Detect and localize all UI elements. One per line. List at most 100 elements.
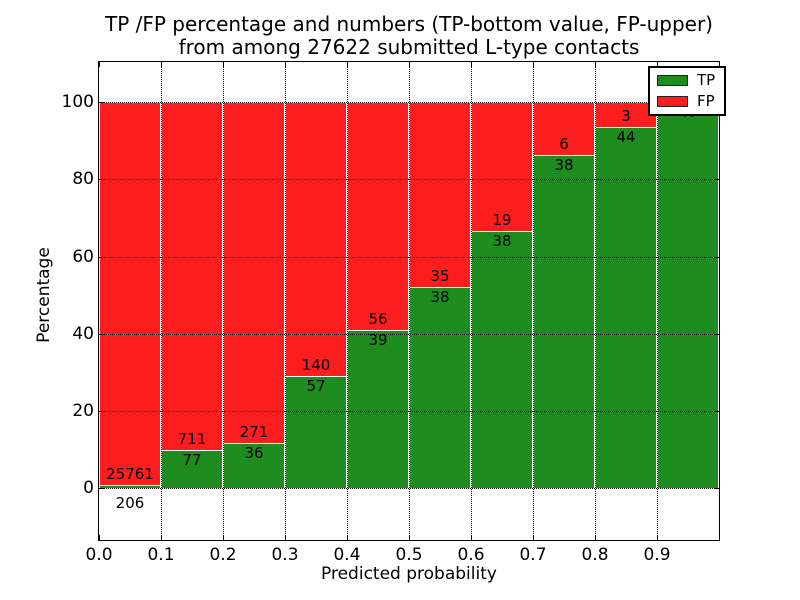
x-tickmark-top [533, 62, 534, 67]
tp-count-label-0.4-0.5: 39 [368, 330, 388, 349]
y-tick-label-100: 100 [61, 92, 94, 113]
bar-segment-tp-0.3-0.4 [285, 376, 347, 488]
y-tickmark-left [99, 256, 104, 258]
x-tick-label-0.7: 0.7 [519, 545, 547, 565]
tp-count-label-0.3-0.4: 57 [306, 377, 326, 396]
chart-title-line2: from among 27622 submitted L-type contac… [178, 35, 640, 59]
bar-segment-tp-0.4-0.5 [347, 329, 409, 488]
bar-segment-tp-0.9-1 [657, 102, 719, 488]
bar-segment-tp-0.2-0.3 [223, 442, 285, 488]
x-tickmark-top [595, 62, 596, 67]
x-tickmark-top [347, 62, 348, 67]
fp-count-label-0.5-0.6: 35 [430, 267, 450, 286]
tp-count-label-0.5-0.6: 38 [430, 288, 450, 307]
bar-segment-fp-0.3-0.4 [285, 102, 347, 377]
y-tickmark-left [99, 102, 104, 104]
horizontal-gridline-0 [99, 488, 719, 489]
x-tick-label-0.3: 0.3 [271, 545, 299, 565]
horizontal-gridline-20 [99, 410, 719, 412]
x-tickmark-bottom [471, 535, 472, 540]
vertical-gridline-0.2 [223, 62, 224, 540]
x-tickmark-top [409, 62, 410, 67]
y-tick-label-40: 40 [72, 323, 94, 344]
x-tickmark-bottom [285, 535, 286, 540]
tp-count-label-0.1-0.2: 77 [182, 451, 202, 470]
vertical-gridline-0.8 [595, 62, 596, 540]
legend-label-fp: FP [697, 92, 715, 110]
fp-count-label-0.8-0.9: 3 [621, 106, 631, 125]
x-tick-label-0.0: 0.0 [85, 545, 113, 565]
x-tickmark-top [161, 62, 162, 67]
x-tick-label-0.6: 0.6 [457, 545, 485, 565]
bar-segment-fp-0-0.1 [99, 102, 161, 485]
vertical-gridline-0.9 [657, 62, 658, 540]
x-tickmark-top [657, 62, 658, 67]
legend-swatch-fp [657, 96, 688, 107]
legend-swatch-tp [657, 75, 688, 86]
x-tick-label-0.5: 0.5 [395, 545, 423, 565]
x-tickmark-top [223, 62, 224, 67]
bar-segment-fp-0.4-0.5 [347, 102, 409, 330]
x-tickmark-bottom [223, 535, 224, 540]
vertical-gridline-0.3 [285, 62, 286, 540]
tp-count-label-0-0.1: 206 [115, 494, 145, 512]
bar-segment-fp-0.2-0.3 [223, 102, 285, 443]
vertical-gridline-0.5 [409, 62, 410, 540]
vertical-gridline-0.1 [161, 62, 162, 540]
y-tickmark-right [714, 256, 719, 258]
fp-count-label-0.4-0.5: 56 [368, 309, 388, 328]
bar-segment-tp-0.6-0.7 [471, 230, 533, 488]
bar-segment-tp-0.7-0.8 [533, 154, 595, 488]
x-tick-label-0.2: 0.2 [209, 545, 237, 565]
x-tickmark-bottom [409, 535, 410, 540]
x-tick-label-0.9: 0.9 [643, 545, 671, 565]
x-tickmark-bottom [595, 535, 596, 540]
horizontal-gridline-40 [99, 333, 719, 335]
vertical-gridline-0.6 [471, 62, 472, 540]
vertical-gridline-0.7 [533, 62, 534, 540]
x-tickmark-bottom [533, 535, 534, 540]
x-tickmark-bottom [347, 535, 348, 540]
y-tickmark-left [99, 488, 104, 489]
horizontal-gridline-80 [99, 179, 719, 181]
fp-count-label-0.1-0.2: 711 [177, 430, 207, 449]
y-tickmark-left [99, 410, 104, 412]
y-tickmark-right [714, 488, 719, 489]
y-tickmark-right [714, 179, 719, 181]
x-tick-label-0.4: 0.4 [333, 545, 361, 565]
horizontal-gridline-100 [99, 102, 719, 104]
legend: TP FP [648, 66, 727, 116]
bar-segment-tp-0.8-0.9 [595, 126, 657, 488]
fp-count-label-0.6-0.7: 19 [492, 210, 512, 229]
x-axis-label: Predicted probability [321, 564, 497, 584]
tp-count-label-0.6-0.7: 38 [492, 231, 512, 250]
legend-entry-fp: FP [657, 94, 715, 109]
bar-segment-fp-0.6-0.7 [471, 102, 533, 231]
horizontal-gridline-60 [99, 256, 719, 258]
x-tickmark-top [99, 62, 100, 67]
y-tickmark-left [99, 179, 104, 181]
vertical-gridline-0.4 [347, 62, 348, 540]
y-axis-label: Percentage [34, 247, 54, 343]
plot-area: 25761 206 711 77 271 36 140 57 56 39 35 38 19 38 6 38 3 4… [98, 61, 720, 541]
y-tick-label-80: 80 [72, 169, 94, 190]
bar-segment-fp-0.5-0.6 [409, 102, 471, 288]
y-tick-label-60: 60 [72, 246, 94, 267]
y-tick-label-0: 0 [83, 478, 94, 498]
tp-count-label-0.7-0.8: 38 [554, 155, 574, 174]
chart-title-line1: TP /FP percentage and numbers (TP-bottom… [105, 12, 713, 36]
x-tickmark-bottom [657, 535, 658, 540]
x-tickmark-top [285, 62, 286, 67]
x-tick-label-0.8: 0.8 [581, 545, 609, 565]
fp-count-label-0.3-0.4: 140 [301, 356, 331, 375]
y-tickmark-right [714, 333, 719, 335]
x-tick-label-0.1: 0.1 [147, 545, 175, 565]
fp-count-label-0-0.1: 25761 [106, 464, 154, 483]
y-tickmark-right [714, 410, 719, 412]
tp-count-label-0.8-0.9: 44 [616, 127, 636, 146]
x-tickmark-bottom [99, 535, 100, 540]
tp-count-label-0.2-0.3: 36 [244, 443, 264, 462]
x-tickmark-bottom [161, 535, 162, 540]
y-tickmark-left [99, 333, 104, 335]
